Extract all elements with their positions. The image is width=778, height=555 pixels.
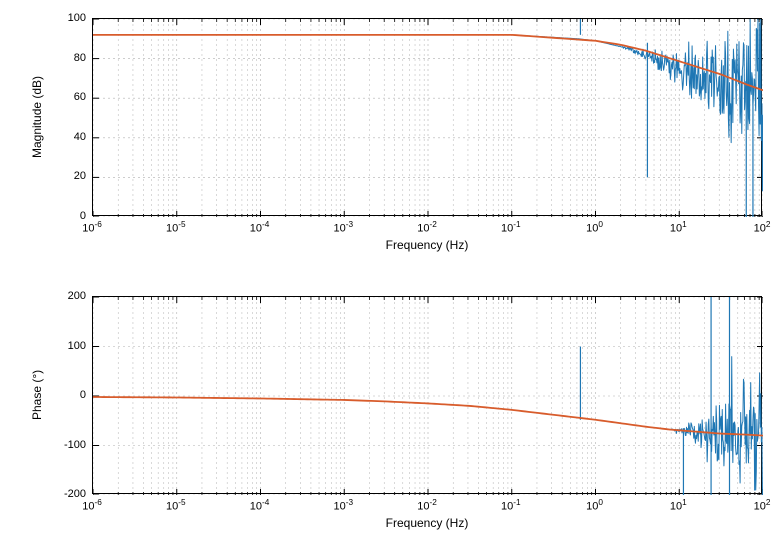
- xtick-label: 10-3: [333, 220, 353, 235]
- magnitude-ylabel: Magnitude (dB): [30, 72, 44, 162]
- ytick-label: 80: [74, 52, 86, 64]
- xtick-label: 101: [670, 220, 687, 235]
- xtick-label: 10-2: [417, 220, 437, 235]
- xtick-label: 10-1: [501, 220, 521, 235]
- xtick-label: 10-1: [501, 498, 521, 513]
- xtick-label: 101: [670, 498, 687, 513]
- ytick-label: 0: [80, 210, 86, 222]
- magnitude-plot-svg: [93, 19, 763, 217]
- xtick-label: 10-5: [166, 498, 186, 513]
- ytick-label: -200: [64, 488, 86, 500]
- xtick-label: 10-6: [82, 498, 102, 513]
- xtick-label: 10-2: [417, 498, 437, 513]
- ytick-label: 0: [80, 389, 86, 401]
- phase-xlabel: Frequency (Hz): [377, 516, 477, 530]
- phase-ylabel: Phase (°): [30, 350, 44, 440]
- xtick-label: 10-6: [82, 220, 102, 235]
- xtick-label: 100: [586, 220, 603, 235]
- ytick-label: 100: [68, 340, 86, 352]
- magnitude-xlabel: Frequency (Hz): [377, 238, 477, 252]
- xtick-label: 102: [754, 498, 771, 513]
- ytick-label: 60: [74, 91, 86, 103]
- magnitude-panel: [92, 18, 762, 216]
- xtick-label: 10-4: [250, 220, 270, 235]
- ytick-label: 200: [68, 290, 86, 302]
- phase-panel: [92, 296, 762, 494]
- bode-figure: Magnitude (dB) Frequency (Hz) 10-6 10-5 10…: [0, 0, 778, 555]
- ytick-label: -100: [64, 439, 86, 451]
- xtick-label: 100: [586, 498, 603, 513]
- phase-plot-svg: [93, 297, 763, 495]
- xtick-label: 10-4: [250, 498, 270, 513]
- ytick-label: 40: [74, 131, 86, 143]
- xtick-label: 10-5: [166, 220, 186, 235]
- xtick-label: 10-3: [333, 498, 353, 513]
- ytick-label: 100: [68, 12, 86, 24]
- xtick-label: 102: [754, 220, 771, 235]
- ytick-label: 20: [74, 170, 86, 182]
